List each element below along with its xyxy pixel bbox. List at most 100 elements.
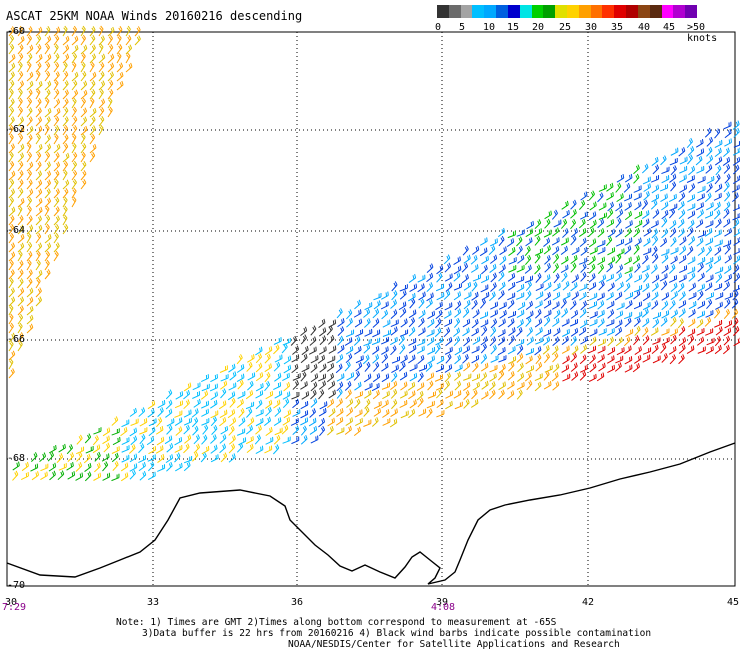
wind-barb — [615, 228, 623, 238]
wind-barb — [31, 452, 38, 462]
wind-barb — [688, 318, 696, 328]
wind-barb — [435, 309, 443, 320]
wind-barb — [560, 298, 567, 309]
wind-barb — [17, 152, 25, 163]
wind-barb — [155, 445, 164, 454]
wind-barb — [62, 160, 69, 172]
wind-barb — [695, 202, 704, 211]
wind-barb — [679, 236, 687, 246]
wind-barb — [543, 370, 550, 381]
wind-barb — [679, 291, 686, 301]
wind-barb — [732, 284, 740, 292]
wind-barb — [686, 245, 694, 256]
wind-barb — [589, 201, 597, 211]
wind-barb — [390, 299, 397, 309]
wind-barb — [641, 327, 649, 337]
wind-barb — [238, 417, 246, 427]
wind-barb — [93, 472, 102, 481]
wind-barb — [265, 406, 272, 417]
wind-barb — [652, 209, 660, 219]
wind-barb — [722, 156, 731, 166]
wind-barb — [399, 307, 407, 318]
wind-barb — [436, 356, 445, 365]
wind-barb — [17, 269, 24, 280]
wind-barb — [580, 263, 587, 273]
wind-barb — [291, 354, 300, 363]
wind-barb — [598, 202, 607, 211]
wind-barb — [607, 247, 616, 256]
wind-barb — [8, 133, 14, 145]
wind-barb — [62, 223, 69, 235]
wind-barb — [308, 346, 317, 355]
wind-barb — [472, 336, 481, 345]
wind-barb — [92, 444, 101, 454]
wind-barb — [472, 274, 481, 282]
wind-barb — [715, 326, 723, 336]
wind-barb — [562, 209, 570, 219]
wind-barb — [129, 469, 136, 480]
wind-barb — [398, 301, 407, 311]
legend-tick-10: 10 — [483, 22, 496, 33]
wind-barb — [372, 318, 380, 328]
wind-barb — [408, 354, 416, 364]
wind-barb — [164, 435, 173, 445]
wind-barb — [625, 220, 633, 229]
wind-barb — [26, 269, 33, 280]
wind-barb — [125, 35, 132, 46]
wind-barb — [499, 309, 507, 319]
wind-barb — [282, 416, 291, 426]
wind-barb — [571, 274, 579, 284]
wind-barb — [463, 398, 470, 409]
wind-barb — [71, 35, 79, 46]
wind-barb — [44, 107, 52, 118]
wind-barb — [8, 223, 15, 235]
wind-barb — [255, 409, 264, 417]
wind-barb — [436, 264, 444, 275]
wind-barb — [98, 88, 104, 100]
wind-barb — [570, 262, 577, 273]
wind-barb — [732, 264, 740, 275]
wind-barb — [58, 443, 66, 453]
wind-barb — [418, 309, 426, 319]
wind-barb — [490, 355, 499, 363]
wind-barb — [678, 209, 686, 220]
wind-barb — [44, 43, 50, 55]
wind-barb — [490, 254, 498, 264]
wind-barb — [526, 380, 533, 391]
wind-barb — [372, 345, 380, 355]
wind-barb — [166, 461, 173, 472]
wind-barb — [705, 310, 714, 318]
wind-barb — [616, 347, 625, 356]
wind-barb — [588, 301, 597, 309]
wind-barb — [66, 444, 74, 455]
wind-barb — [660, 155, 667, 166]
wind-barb — [399, 329, 409, 337]
wind-barb — [174, 452, 181, 463]
wind-barb — [552, 317, 560, 327]
wind-barb — [607, 346, 616, 356]
wind-barb — [624, 202, 632, 211]
legend-swatch — [472, 5, 485, 18]
wind-barb — [490, 282, 497, 292]
wind-barb — [713, 283, 723, 291]
wind-barb — [444, 346, 453, 355]
wind-barb — [35, 242, 43, 253]
wind-barb — [677, 282, 685, 293]
wind-barb — [588, 345, 597, 354]
wind-barb — [426, 272, 434, 283]
wind-barb — [372, 354, 380, 364]
wind-barb — [552, 336, 560, 347]
wind-barb — [26, 278, 33, 289]
wind-barb — [80, 170, 87, 181]
wind-barb — [470, 399, 479, 408]
wind-barb — [615, 182, 622, 193]
wind-barb — [624, 364, 633, 373]
wind-barb — [355, 417, 363, 427]
wind-barb — [642, 176, 651, 185]
wind-barb — [445, 390, 454, 399]
wind-barb — [228, 363, 236, 373]
wind-barb — [89, 125, 96, 136]
wind-barb — [75, 472, 84, 481]
wind-barb — [714, 320, 723, 328]
wind-barb — [327, 355, 336, 364]
